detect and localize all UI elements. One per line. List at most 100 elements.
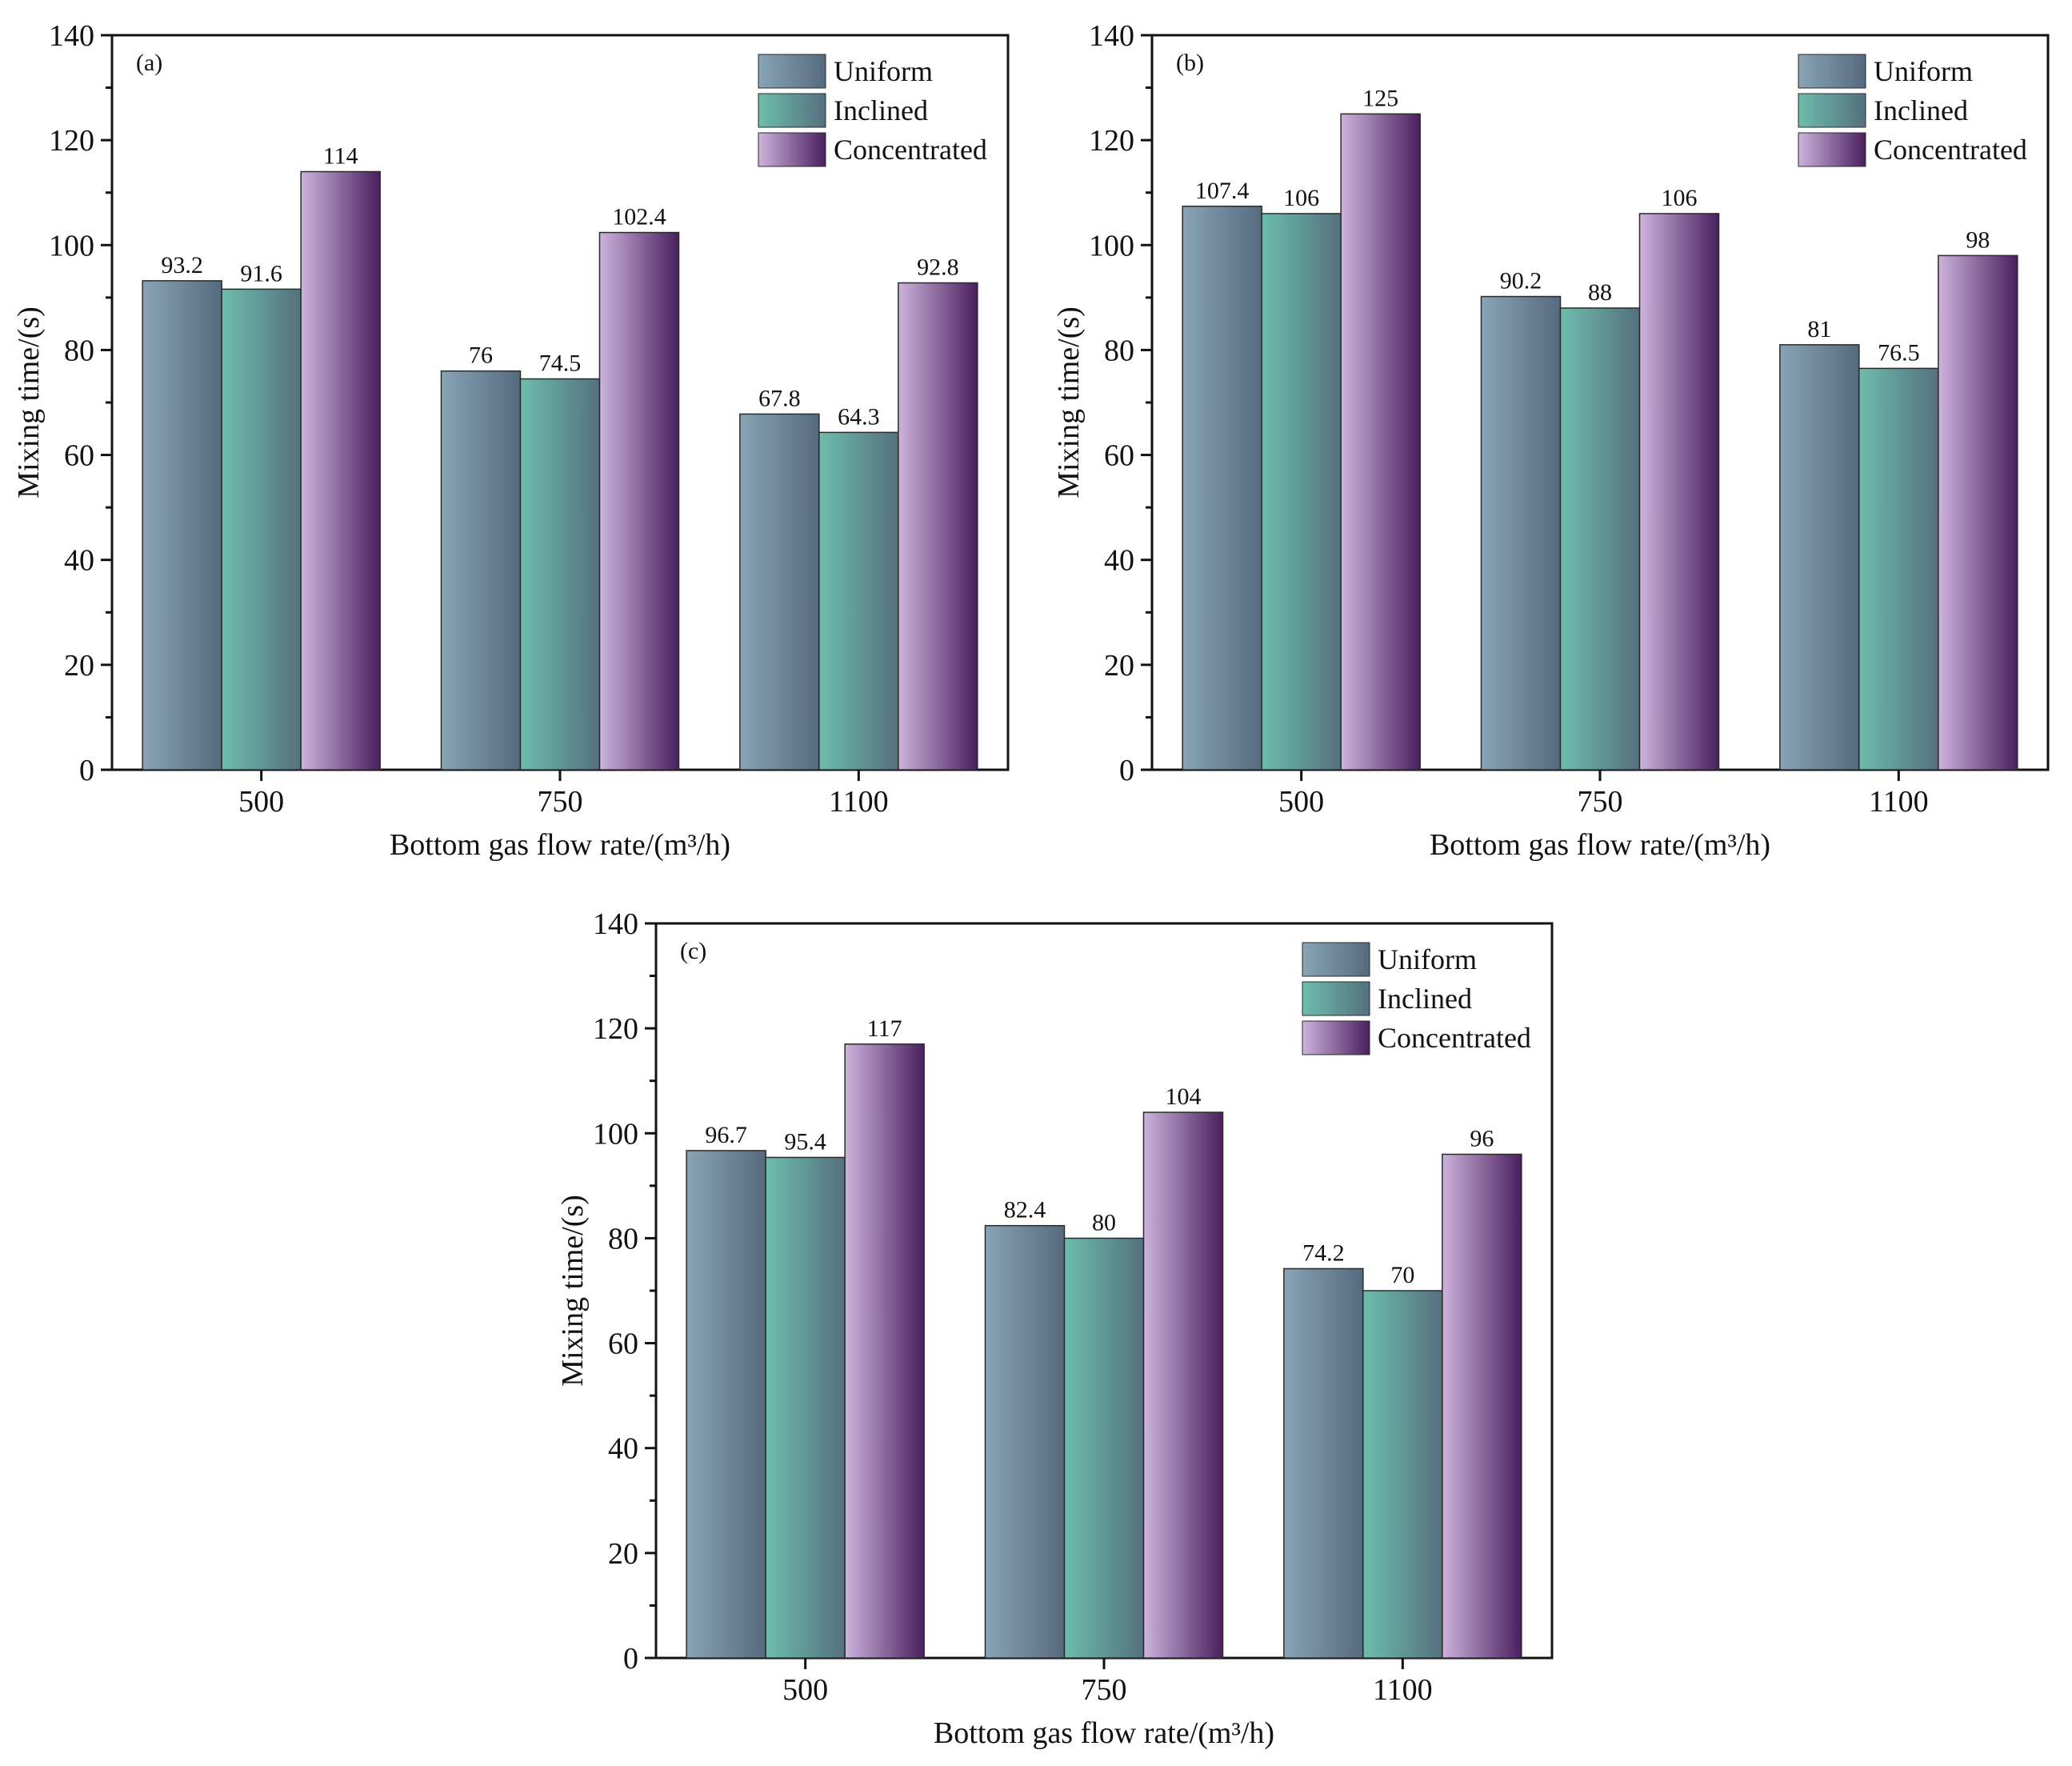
bar-uniform-1100 xyxy=(1779,344,1860,771)
y-tick-label: 80 xyxy=(1104,334,1134,367)
bar-value-label: 88 xyxy=(1588,279,1612,306)
bar-value-label: 90.2 xyxy=(1500,268,1542,294)
bar-inclined-750 xyxy=(519,378,601,771)
bar-inclined-500 xyxy=(765,1156,846,1659)
bar-uniform-500 xyxy=(686,1150,766,1659)
y-axis-title: Mixing time/(s) xyxy=(1052,306,1086,499)
x-category-label: 1100 xyxy=(829,785,889,819)
legend-label-concentrated: Concentrated xyxy=(834,134,987,166)
chart-panel-b: 0 20 40 60 80 100 120 140 Mixing time/(s) 107.4 10… xyxy=(1040,0,2072,880)
chart-panel-c: 0 20 40 60 80 100 120 140 Mixing time/(s) 96.7 95.… xyxy=(544,888,1576,1766)
x-category-label: 500 xyxy=(238,785,284,819)
y-tick-label: 140 xyxy=(1089,19,1134,53)
bar-value-label: 92.8 xyxy=(917,254,959,280)
y-tick-label: 100 xyxy=(49,229,94,262)
x-category-label: 500 xyxy=(782,1673,828,1707)
y-tick-label: 60 xyxy=(1104,439,1134,473)
bar-inclined-1100 xyxy=(818,431,899,771)
bar-value-label: 76.5 xyxy=(1878,339,1920,366)
bar-inclined-500 xyxy=(221,288,302,771)
y-tick-label: 120 xyxy=(49,124,94,158)
bar-uniform-750 xyxy=(440,370,522,771)
y-tick-label: 140 xyxy=(593,907,638,941)
chart-panel-a: 0 20 40 60 80 100 120 140 Mixing time/(s) 93.2 91.… xyxy=(0,0,1032,880)
y-tick-label: 0 xyxy=(79,754,94,787)
legend-swatch-uniform xyxy=(1302,942,1370,977)
bar-value-label: 95.4 xyxy=(784,1128,826,1155)
bar-uniform-1100 xyxy=(1283,1267,1364,1659)
bar-uniform-1100 xyxy=(739,413,820,771)
bar-value-label: 104 xyxy=(1166,1083,1202,1110)
panel-tag: (a) xyxy=(136,50,162,76)
bar-uniform-500 xyxy=(142,280,222,771)
x-axis-title: Bottom gas flow rate/(m³/h) xyxy=(934,1716,1274,1750)
bar-inclined-500 xyxy=(1261,213,1342,771)
y-tick-label: 0 xyxy=(1119,754,1134,787)
bar-concentrated-500 xyxy=(1340,113,1421,771)
bar-value-label: 125 xyxy=(1362,85,1398,111)
legend-label-uniform: Uniform xyxy=(1378,943,1477,975)
bar-value-label: 117 xyxy=(867,1015,902,1042)
y-axis-title: Mixing time/(s) xyxy=(556,1195,590,1387)
bar-inclined-750 xyxy=(1559,307,1641,771)
legend-swatch-inclined xyxy=(758,93,826,128)
y-tick-label: 120 xyxy=(593,1012,638,1046)
bar-value-label: 67.8 xyxy=(758,385,801,411)
bar-value-label: 91.6 xyxy=(240,260,282,286)
y-tick-label: 40 xyxy=(1104,544,1134,578)
x-axis-title: Bottom gas flow rate/(m³/h) xyxy=(1430,828,1770,862)
legend-label-inclined: Inclined xyxy=(1378,983,1472,1015)
bar-chart-svg: 0 20 40 60 80 100 120 140 Mixing time/(s) 107.4 10… xyxy=(1052,19,2050,862)
y-tick-label: 40 xyxy=(64,544,94,578)
y-tick-label: 100 xyxy=(1089,229,1134,262)
y-axis-title: Mixing time/(s) xyxy=(12,306,46,499)
y-tick-label: 140 xyxy=(49,19,94,53)
legend-swatch-uniform xyxy=(1798,54,1866,89)
legend-label-uniform: Uniform xyxy=(834,55,933,87)
legend-label-inclined: Inclined xyxy=(834,94,928,126)
x-category-label: 1100 xyxy=(1373,1673,1433,1707)
bar-inclined-1100 xyxy=(1858,367,1939,771)
x-category-label: 500 xyxy=(1278,785,1324,819)
bar-value-label: 80 xyxy=(1092,1209,1116,1235)
y-tick-label: 120 xyxy=(1089,124,1134,158)
bar-value-label: 98 xyxy=(1966,226,1990,253)
x-category-label: 750 xyxy=(1578,785,1623,819)
bar-value-label: 74.5 xyxy=(539,350,582,376)
bar-concentrated-1100 xyxy=(898,282,978,771)
bar-value-label: 93.2 xyxy=(161,252,203,278)
bar-concentrated-750 xyxy=(1638,213,1720,771)
bar-value-label: 96 xyxy=(1470,1126,1494,1152)
legend-swatch-inclined xyxy=(1798,93,1866,128)
bar-uniform-500 xyxy=(1182,206,1262,771)
bar-value-label: 106 xyxy=(1662,185,1698,211)
bar-concentrated-750 xyxy=(598,231,680,771)
y-tick-label: 0 xyxy=(623,1642,638,1676)
bar-value-label: 82.4 xyxy=(1004,1197,1046,1223)
x-category-label: 750 xyxy=(1082,1673,1127,1707)
bar-concentrated-1100 xyxy=(1442,1153,1522,1659)
x-axis-title: Bottom gas flow rate/(m³/h) xyxy=(390,828,730,862)
bar-inclined-1100 xyxy=(1362,1290,1443,1659)
legend-swatch-concentrated xyxy=(758,132,826,167)
bar-uniform-750 xyxy=(984,1224,1066,1659)
legend-swatch-concentrated xyxy=(1798,132,1866,167)
legend-label-uniform: Uniform xyxy=(1874,55,1973,87)
y-tick-label: 20 xyxy=(1104,649,1134,683)
bar-concentrated-500 xyxy=(300,170,381,771)
bar-concentrated-1100 xyxy=(1938,254,2018,771)
y-tick-label: 80 xyxy=(64,334,94,367)
bar-value-label: 96.7 xyxy=(705,1122,747,1148)
y-tick-label: 60 xyxy=(608,1328,638,1361)
legend-label-concentrated: Concentrated xyxy=(1378,1022,1531,1054)
bar-value-label: 106 xyxy=(1283,185,1319,211)
legend-label-concentrated: Concentrated xyxy=(1874,134,2027,166)
bar-chart-svg: 0 20 40 60 80 100 120 140 Mixing time/(s) 96.7 95.… xyxy=(556,907,1554,1750)
bar-concentrated-500 xyxy=(844,1043,925,1659)
legend-swatch-uniform xyxy=(758,54,826,89)
x-category-label: 1100 xyxy=(1869,785,1929,819)
bar-value-label: 74.2 xyxy=(1302,1239,1345,1266)
legend-label-inclined: Inclined xyxy=(1874,94,1968,126)
legend-swatch-concentrated xyxy=(1302,1020,1370,1055)
legend-swatch-inclined xyxy=(1302,981,1370,1016)
